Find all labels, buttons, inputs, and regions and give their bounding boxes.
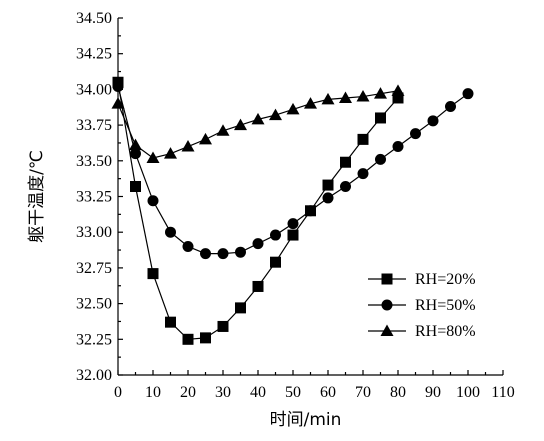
data-point-circle xyxy=(427,115,439,127)
data-point-circle xyxy=(287,218,299,230)
legend-label: RH=50% xyxy=(415,297,476,314)
legend-marker-triangle xyxy=(380,324,394,336)
x-tick-label: 100 xyxy=(456,384,480,401)
legend-marker-square xyxy=(381,273,393,285)
data-point-circle xyxy=(392,141,404,153)
data-point-square xyxy=(130,181,141,193)
legend: RH=20% RH=50% RH=80% xyxy=(368,271,476,340)
data-point-triangle xyxy=(129,138,142,151)
data-point-circle xyxy=(357,168,369,180)
data-point-circle xyxy=(445,101,456,113)
data-point-triangle xyxy=(304,97,317,109)
y-tick-label: 32.00 xyxy=(76,367,112,384)
data-point-triangle xyxy=(391,84,405,96)
y-ticks: 32.00 32.25 32.50 32.75 33.00 33.25 33.50 33.75… xyxy=(76,10,123,384)
data-point-circle xyxy=(112,81,124,93)
x-ticks: 0 10 20 30 40 50 60 70 80 90 100 110 xyxy=(114,370,515,401)
y-tick-label: 32.50 xyxy=(76,296,112,313)
data-point-circle xyxy=(252,238,264,250)
data-point-triangle xyxy=(216,124,230,136)
data-point-circle xyxy=(130,148,141,160)
legend-marker-circle xyxy=(381,299,393,311)
data-point-square xyxy=(252,280,264,292)
data-point-circle xyxy=(217,248,229,260)
x-axis-title: 时间/min xyxy=(270,410,342,430)
data-point-square xyxy=(322,179,334,191)
data-point-circle xyxy=(165,226,176,238)
data-point-square xyxy=(217,320,229,332)
x-tick-label: 110 xyxy=(491,384,514,401)
data-point-circle xyxy=(322,192,334,204)
data-point-square xyxy=(270,256,281,268)
data-point-triangle xyxy=(374,87,387,99)
data-point-square xyxy=(182,333,194,345)
data-point-square xyxy=(200,332,211,344)
data-point-circle xyxy=(340,181,351,193)
y-tick-label: 33.25 xyxy=(76,189,112,206)
data-point-triangle xyxy=(339,91,352,103)
x-tick-label: 90 xyxy=(425,384,441,401)
legend-label: RH=80% xyxy=(415,323,476,340)
data-point-triangle xyxy=(286,102,300,115)
data-point-circle xyxy=(305,205,316,217)
data-point-square xyxy=(147,268,159,280)
x-tick-label: 30 xyxy=(215,384,231,401)
data-point-square xyxy=(375,112,386,124)
y-tick-label: 34.00 xyxy=(76,81,112,98)
y-tick-label: 32.75 xyxy=(76,260,112,277)
series-markers xyxy=(111,76,474,345)
data-point-triangle xyxy=(164,147,177,159)
x-tick-label: 20 xyxy=(180,384,196,401)
y-tick-label: 33.50 xyxy=(76,153,112,170)
data-point-square xyxy=(340,156,351,168)
data-point-square xyxy=(357,133,369,145)
y-tick-label: 34.25 xyxy=(76,46,112,63)
data-point-triangle xyxy=(111,97,125,109)
data-point-triangle xyxy=(234,118,247,131)
x-tick-label: 60 xyxy=(320,384,336,401)
data-point-circle xyxy=(182,240,194,252)
data-point-triangle xyxy=(251,112,265,125)
y-tick-label: 34.50 xyxy=(76,10,112,27)
data-point-triangle xyxy=(199,132,212,145)
data-point-square xyxy=(392,92,404,104)
data-point-circle xyxy=(375,153,386,165)
x-tick-label: 40 xyxy=(250,384,266,401)
data-point-circle xyxy=(200,248,211,260)
y-tick-label: 32.25 xyxy=(76,331,112,348)
y-axis-title: 躯干温度/℃ xyxy=(27,150,47,243)
data-point-triangle xyxy=(181,140,195,152)
data-point-triangle xyxy=(146,151,160,163)
x-tick-label: 10 xyxy=(145,384,161,401)
x-tick-label: 50 xyxy=(285,384,301,401)
data-point-circle xyxy=(270,229,281,241)
x-tick-label: 0 xyxy=(114,384,122,401)
data-point-triangle xyxy=(356,90,370,102)
data-point-circle xyxy=(147,195,159,207)
x-tick-label: 80 xyxy=(390,384,406,401)
data-point-circle xyxy=(235,246,246,258)
data-point-circle xyxy=(410,128,421,140)
y-tick-label: 33.75 xyxy=(76,117,112,134)
data-point-triangle xyxy=(321,92,335,105)
x-tick-label: 70 xyxy=(355,384,371,401)
y-tick-label: 33.00 xyxy=(76,224,112,241)
data-point-circle xyxy=(462,88,474,100)
data-point-square xyxy=(287,229,299,241)
data-point-square xyxy=(165,316,176,328)
legend-label: RH=20% xyxy=(415,271,476,288)
data-point-square xyxy=(235,302,246,314)
data-point-triangle xyxy=(269,108,282,121)
